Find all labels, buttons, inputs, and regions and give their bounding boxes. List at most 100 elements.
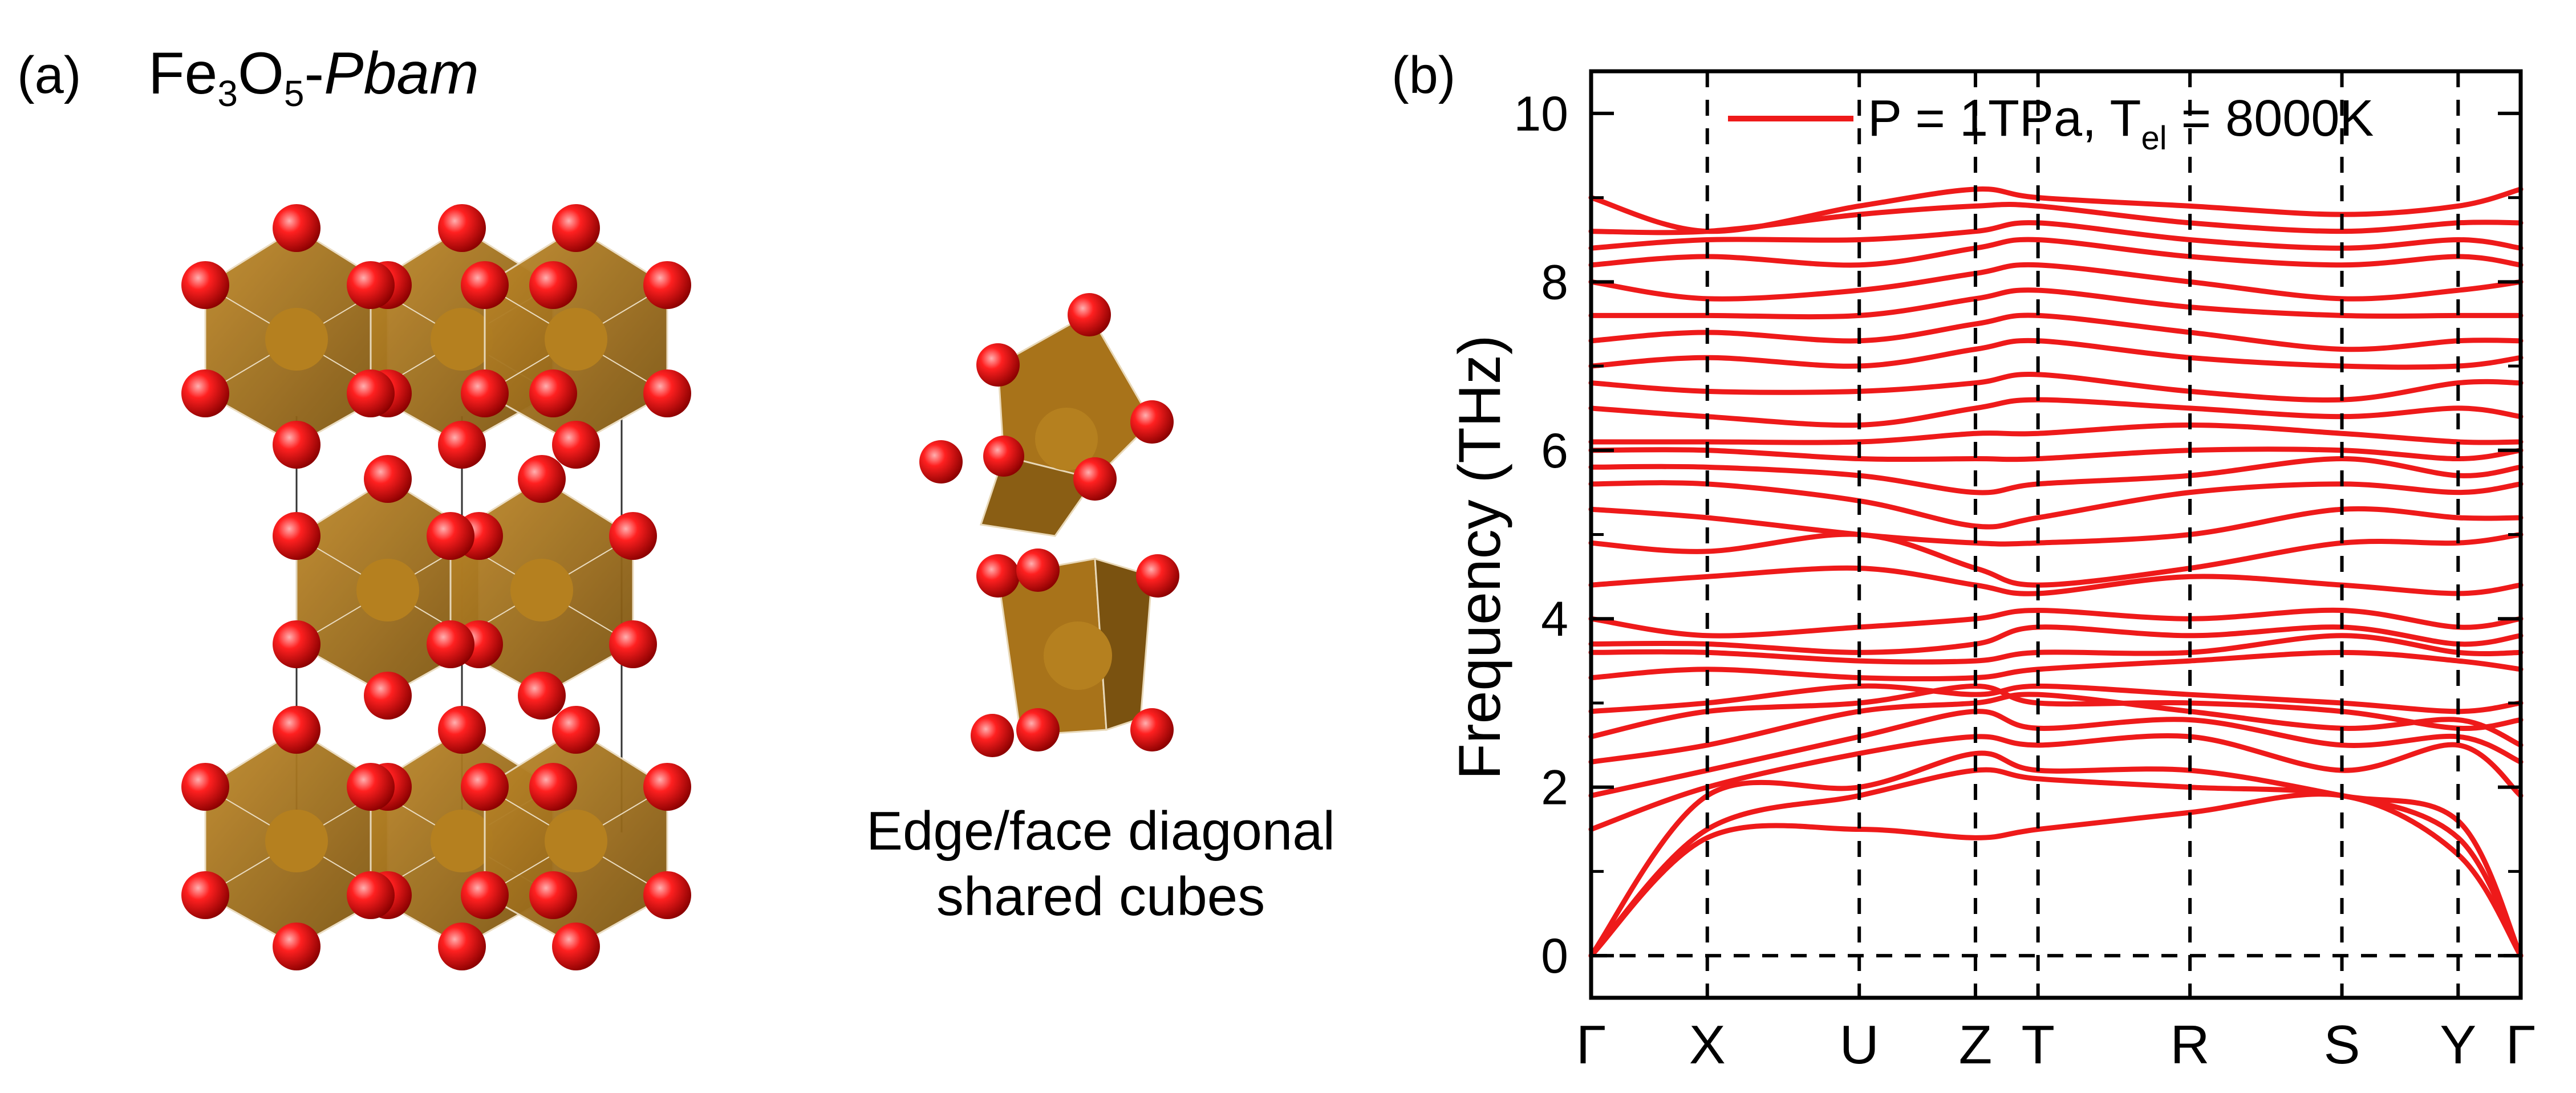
oxygen-atom bbox=[643, 871, 691, 919]
title-fe-subscript: 3 bbox=[217, 73, 238, 114]
oxygen-atom bbox=[643, 369, 691, 417]
oxygen-atom bbox=[273, 512, 321, 560]
caption-line-1: Edge/face diagonal bbox=[866, 801, 1335, 862]
oxygen-atom bbox=[609, 512, 657, 560]
oxygen-atom bbox=[427, 512, 474, 560]
oxygen-atom bbox=[461, 261, 509, 309]
oxygen-atom bbox=[461, 369, 509, 417]
oxygen-atom bbox=[181, 369, 229, 417]
y-tick-label: 0 bbox=[1541, 929, 1568, 984]
oxygen-atom bbox=[529, 261, 577, 309]
title-dash: - bbox=[304, 40, 324, 107]
oxygen-atom bbox=[347, 763, 395, 811]
oxygen-atom bbox=[273, 620, 321, 668]
iron-atom bbox=[431, 810, 493, 872]
oxygen-atom bbox=[552, 923, 600, 970]
x-tick-label: T bbox=[2021, 1014, 2055, 1075]
dispersion-branch-26 bbox=[1588, 237, 2524, 268]
oxygen-atom bbox=[273, 204, 321, 252]
title-o-subscript: 5 bbox=[283, 73, 305, 114]
iron-atom bbox=[545, 810, 607, 872]
oxygen-atom bbox=[181, 763, 229, 811]
dispersion-branch-13 bbox=[1588, 565, 2524, 596]
dispersion-branch-4 bbox=[1588, 733, 2524, 832]
dispersion-branch-23 bbox=[1588, 312, 2524, 352]
oxygen-atom bbox=[438, 421, 486, 469]
dispersion-branch-9 bbox=[1588, 649, 2524, 681]
oxygen-atom bbox=[529, 763, 577, 811]
oxygen-atom bbox=[529, 871, 577, 919]
x-tick-label: X bbox=[1689, 1014, 1726, 1075]
x-tick-label: Γ bbox=[2506, 1014, 2536, 1075]
dispersion-branch-27 bbox=[1588, 220, 2524, 251]
y-tick-label: 6 bbox=[1541, 424, 1568, 478]
iron-atom bbox=[510, 559, 573, 621]
panel-b-label: (b) bbox=[1392, 46, 1456, 104]
title-space-group: Pbam bbox=[324, 40, 479, 107]
oxygen-atom bbox=[552, 204, 600, 252]
oxygen-atom bbox=[461, 871, 509, 919]
title-o: O bbox=[237, 40, 284, 107]
shared-cubes-image bbox=[919, 293, 1179, 757]
panel-a-label: (a) bbox=[17, 46, 82, 104]
y-tick-label: 8 bbox=[1541, 255, 1568, 310]
title-fe: Fe bbox=[148, 40, 218, 107]
oxygen-atom bbox=[181, 261, 229, 309]
oxygen-atom bbox=[438, 706, 486, 754]
x-tick-label: Z bbox=[1959, 1014, 1993, 1075]
oxygen-atom bbox=[427, 620, 474, 668]
oxygen-atom bbox=[552, 706, 600, 754]
y-tick-label: 2 bbox=[1541, 761, 1568, 815]
oxygen-atom bbox=[347, 369, 395, 417]
polyhedra-group bbox=[181, 204, 691, 970]
oxygen-atom bbox=[552, 421, 600, 469]
y-tick-label: 10 bbox=[1514, 87, 1568, 141]
crystal-structure-image bbox=[181, 204, 691, 970]
y-axis-label: Frequency (THz) bbox=[1447, 335, 1513, 779]
iron-atom bbox=[265, 810, 328, 872]
oxygen-atom bbox=[347, 871, 395, 919]
iron-atom bbox=[265, 308, 328, 371]
oxygen-atom bbox=[438, 204, 486, 252]
oxygen-atom bbox=[643, 261, 691, 309]
oxygen-atom bbox=[273, 706, 321, 754]
oxygen-atom bbox=[518, 672, 566, 720]
dispersion-branch-8 bbox=[1588, 683, 2524, 714]
oxygen-atom bbox=[364, 672, 412, 720]
oxygen-atom bbox=[273, 923, 321, 970]
oxygen-atom bbox=[529, 369, 577, 417]
dispersion-branch-12 bbox=[1588, 607, 2524, 639]
iron-atom bbox=[356, 559, 419, 621]
dispersion-branch-20 bbox=[1588, 397, 2524, 428]
dispersion-branch-25 bbox=[1588, 262, 2524, 302]
dispersion-branch-22 bbox=[1588, 338, 2524, 370]
oxygen-atom bbox=[518, 455, 566, 503]
oxygen-atom bbox=[438, 923, 486, 970]
dispersion-branch-18 bbox=[1588, 446, 2524, 462]
oxygen-atom bbox=[609, 620, 657, 668]
dispersion-branch-10 bbox=[1588, 633, 2524, 665]
dispersion-branch-19 bbox=[1588, 422, 2524, 445]
x-tick-label: R bbox=[2170, 1014, 2209, 1075]
dispersion-branch-16 bbox=[1588, 480, 2524, 530]
dispersion-branch-6 bbox=[1588, 692, 2524, 765]
oxygen-atom bbox=[347, 261, 395, 309]
dispersion-branch-21 bbox=[1588, 371, 2524, 403]
shared-cubes-caption: Edge/face diagonal shared cubes bbox=[816, 798, 1386, 929]
x-tick-label: Γ bbox=[1576, 1014, 1607, 1075]
caption-line-2: shared cubes bbox=[936, 866, 1265, 928]
panel-a-title: Fe3O5-Pbam bbox=[148, 40, 479, 115]
oxygen-atom bbox=[643, 763, 691, 811]
dispersion-branch-24 bbox=[1588, 287, 2524, 320]
y-tick-label: 4 bbox=[1541, 592, 1568, 647]
oxygen-atom bbox=[461, 763, 509, 811]
legend-text: P = 1TPa, Tel = 8000K bbox=[1868, 90, 2374, 157]
x-tick-label: U bbox=[1840, 1014, 1879, 1075]
oxygen-atom bbox=[181, 871, 229, 919]
x-tick-label: Y bbox=[2440, 1014, 2476, 1075]
oxygen-atom bbox=[364, 455, 412, 503]
dispersion-branch-2 bbox=[1588, 767, 2524, 958]
iron-atom bbox=[545, 308, 607, 371]
iron-atom bbox=[431, 308, 493, 371]
